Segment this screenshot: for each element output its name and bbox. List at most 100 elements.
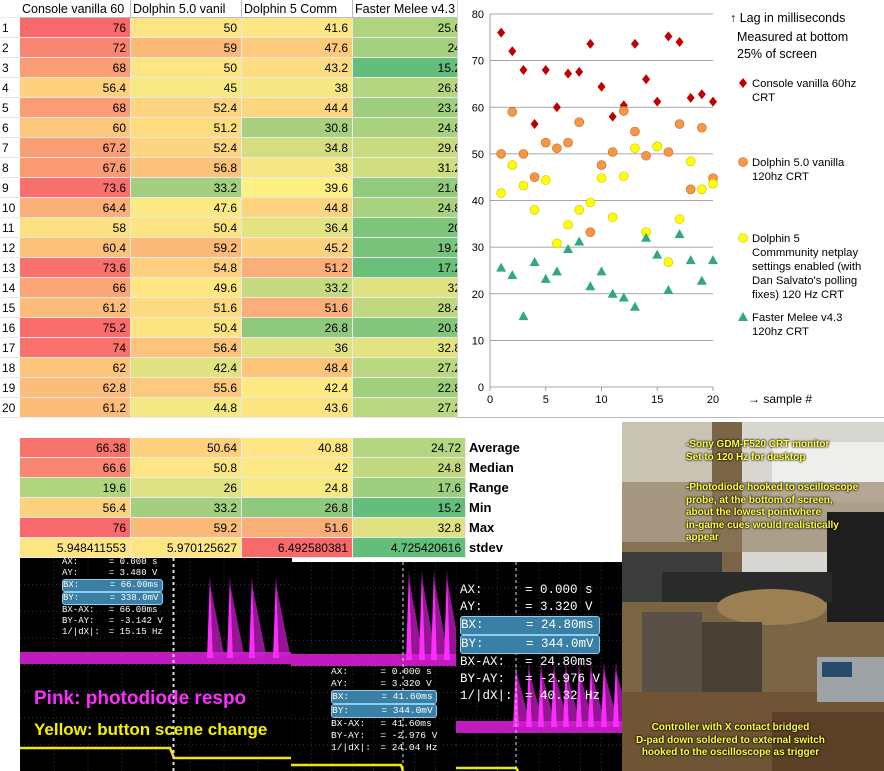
table-cell[interactable]: 20.8 bbox=[353, 318, 466, 338]
table-cell[interactable]: 49.6 bbox=[131, 278, 242, 298]
table-cell[interactable]: 33.2 bbox=[131, 178, 242, 198]
row-number[interactable]: 18 bbox=[0, 358, 20, 378]
table-cell[interactable]: 61.2 bbox=[20, 398, 131, 418]
stats-cell[interactable]: 26.8 bbox=[242, 498, 353, 518]
stats-cell[interactable]: 42 bbox=[242, 458, 353, 478]
table-cell[interactable]: 22.8 bbox=[353, 378, 466, 398]
table-cell[interactable]: 60.4 bbox=[20, 238, 131, 258]
table-cell[interactable]: 26.8 bbox=[353, 78, 466, 98]
table-cell[interactable]: 24 bbox=[353, 38, 466, 58]
table-cell[interactable]: 32 bbox=[353, 278, 466, 298]
header-dolphin-community[interactable]: Dolphin 5 Comm bbox=[242, 0, 353, 18]
table-cell[interactable]: 45.2 bbox=[242, 238, 353, 258]
table-cell[interactable]: 43.2 bbox=[242, 58, 353, 78]
table-cell[interactable]: 59.2 bbox=[131, 238, 242, 258]
stats-cell[interactable]: 66.6 bbox=[20, 458, 131, 478]
table-cell[interactable]: 36 bbox=[242, 338, 353, 358]
row-number[interactable]: 7 bbox=[0, 138, 20, 158]
table-cell[interactable]: 34.8 bbox=[242, 138, 353, 158]
stats-cell[interactable]: 6.492580381 bbox=[242, 538, 353, 558]
row-number[interactable]: 11 bbox=[0, 218, 20, 238]
table-cell[interactable]: 32.8 bbox=[353, 338, 466, 358]
row-number[interactable]: 16 bbox=[0, 318, 20, 338]
stats-cell[interactable]: 56.4 bbox=[20, 498, 131, 518]
stats-cell[interactable]: 24.8 bbox=[353, 458, 466, 478]
table-cell[interactable]: 30.8 bbox=[242, 118, 353, 138]
table-cell[interactable]: 48.4 bbox=[242, 358, 353, 378]
table-cell[interactable]: 36.4 bbox=[242, 218, 353, 238]
table-cell[interactable]: 27.2 bbox=[353, 358, 466, 378]
table-cell[interactable]: 66 bbox=[20, 278, 131, 298]
table-cell[interactable]: 68 bbox=[20, 98, 131, 118]
table-cell[interactable]: 41.6 bbox=[242, 18, 353, 38]
stats-cell[interactable]: 26 bbox=[131, 478, 242, 498]
header-faster-melee[interactable]: Faster Melee v4.3 bbox=[353, 0, 466, 18]
table-cell[interactable]: 42.4 bbox=[131, 358, 242, 378]
table-cell[interactable]: 73.6 bbox=[20, 178, 131, 198]
table-cell[interactable]: 47.6 bbox=[131, 198, 242, 218]
table-cell[interactable]: 31.2 bbox=[353, 158, 466, 178]
table-cell[interactable]: 47.6 bbox=[242, 38, 353, 58]
row-number[interactable]: 8 bbox=[0, 158, 20, 178]
table-cell[interactable]: 28.4 bbox=[353, 298, 466, 318]
table-cell[interactable]: 43.6 bbox=[242, 398, 353, 418]
table-cell[interactable]: 62 bbox=[20, 358, 131, 378]
table-cell[interactable]: 51.6 bbox=[131, 298, 242, 318]
stats-cell[interactable]: 33.2 bbox=[131, 498, 242, 518]
table-cell[interactable]: 25.6 bbox=[353, 18, 466, 38]
table-cell[interactable]: 51.2 bbox=[131, 118, 242, 138]
stats-cell[interactable]: 32.8 bbox=[353, 518, 466, 538]
table-cell[interactable]: 29.6 bbox=[353, 138, 466, 158]
table-cell[interactable]: 23.2 bbox=[353, 98, 466, 118]
table-cell[interactable]: 60 bbox=[20, 118, 131, 138]
table-cell[interactable]: 24.8 bbox=[353, 198, 466, 218]
table-cell[interactable]: 67.2 bbox=[20, 138, 131, 158]
row-number[interactable]: 9 bbox=[0, 178, 20, 198]
table-cell[interactable]: 56.4 bbox=[20, 78, 131, 98]
row-number[interactable]: 20 bbox=[0, 398, 20, 418]
table-cell[interactable]: 76 bbox=[20, 18, 131, 38]
row-number[interactable]: 6 bbox=[0, 118, 20, 138]
row-number[interactable]: 1 bbox=[0, 18, 20, 38]
row-number[interactable]: 2 bbox=[0, 38, 20, 58]
table-cell[interactable]: 51.2 bbox=[242, 258, 353, 278]
table-cell[interactable]: 64.4 bbox=[20, 198, 131, 218]
table-cell[interactable]: 26.8 bbox=[242, 318, 353, 338]
table-cell[interactable]: 42.4 bbox=[242, 378, 353, 398]
table-cell[interactable]: 75.2 bbox=[20, 318, 131, 338]
row-number[interactable]: 17 bbox=[0, 338, 20, 358]
table-cell[interactable]: 24.8 bbox=[353, 118, 466, 138]
table-cell[interactable]: 50.4 bbox=[131, 318, 242, 338]
stats-cell[interactable]: 15.2 bbox=[353, 498, 466, 518]
table-cell[interactable]: 39.6 bbox=[242, 178, 353, 198]
table-cell[interactable]: 19.2 bbox=[353, 238, 466, 258]
table-cell[interactable]: 73.6 bbox=[20, 258, 131, 278]
table-cell[interactable]: 52.4 bbox=[131, 138, 242, 158]
table-cell[interactable]: 38 bbox=[242, 78, 353, 98]
header-dolphin-50[interactable]: Dolphin 5.0 vanil bbox=[131, 0, 242, 18]
table-cell[interactable]: 44.8 bbox=[131, 398, 242, 418]
table-cell[interactable]: 54.8 bbox=[131, 258, 242, 278]
table-cell[interactable]: 58 bbox=[20, 218, 131, 238]
row-number[interactable]: 12 bbox=[0, 238, 20, 258]
stats-cell[interactable]: 19.6 bbox=[20, 478, 131, 498]
table-cell[interactable]: 68 bbox=[20, 58, 131, 78]
row-number[interactable]: 10 bbox=[0, 198, 20, 218]
table-cell[interactable]: 74 bbox=[20, 338, 131, 358]
table-cell[interactable]: 20 bbox=[353, 218, 466, 238]
table-cell[interactable]: 72 bbox=[20, 38, 131, 58]
table-cell[interactable]: 21.6 bbox=[353, 178, 466, 198]
stats-cell[interactable]: 5.948411553 bbox=[20, 538, 131, 558]
table-cell[interactable]: 27.2 bbox=[353, 398, 466, 418]
row-number[interactable]: 14 bbox=[0, 278, 20, 298]
table-cell[interactable]: 62.8 bbox=[20, 378, 131, 398]
stats-cell[interactable]: 24.72 bbox=[353, 438, 466, 458]
stats-cell[interactable]: 76 bbox=[20, 518, 131, 538]
table-cell[interactable]: 59 bbox=[131, 38, 242, 58]
header-console-vanilla[interactable]: Console vanilla 60 bbox=[20, 0, 131, 18]
stats-cell[interactable]: 59.2 bbox=[131, 518, 242, 538]
table-cell[interactable]: 67.6 bbox=[20, 158, 131, 178]
table-cell[interactable]: 52.4 bbox=[131, 98, 242, 118]
table-cell[interactable]: 17.2 bbox=[353, 258, 466, 278]
table-cell[interactable]: 56.8 bbox=[131, 158, 242, 178]
